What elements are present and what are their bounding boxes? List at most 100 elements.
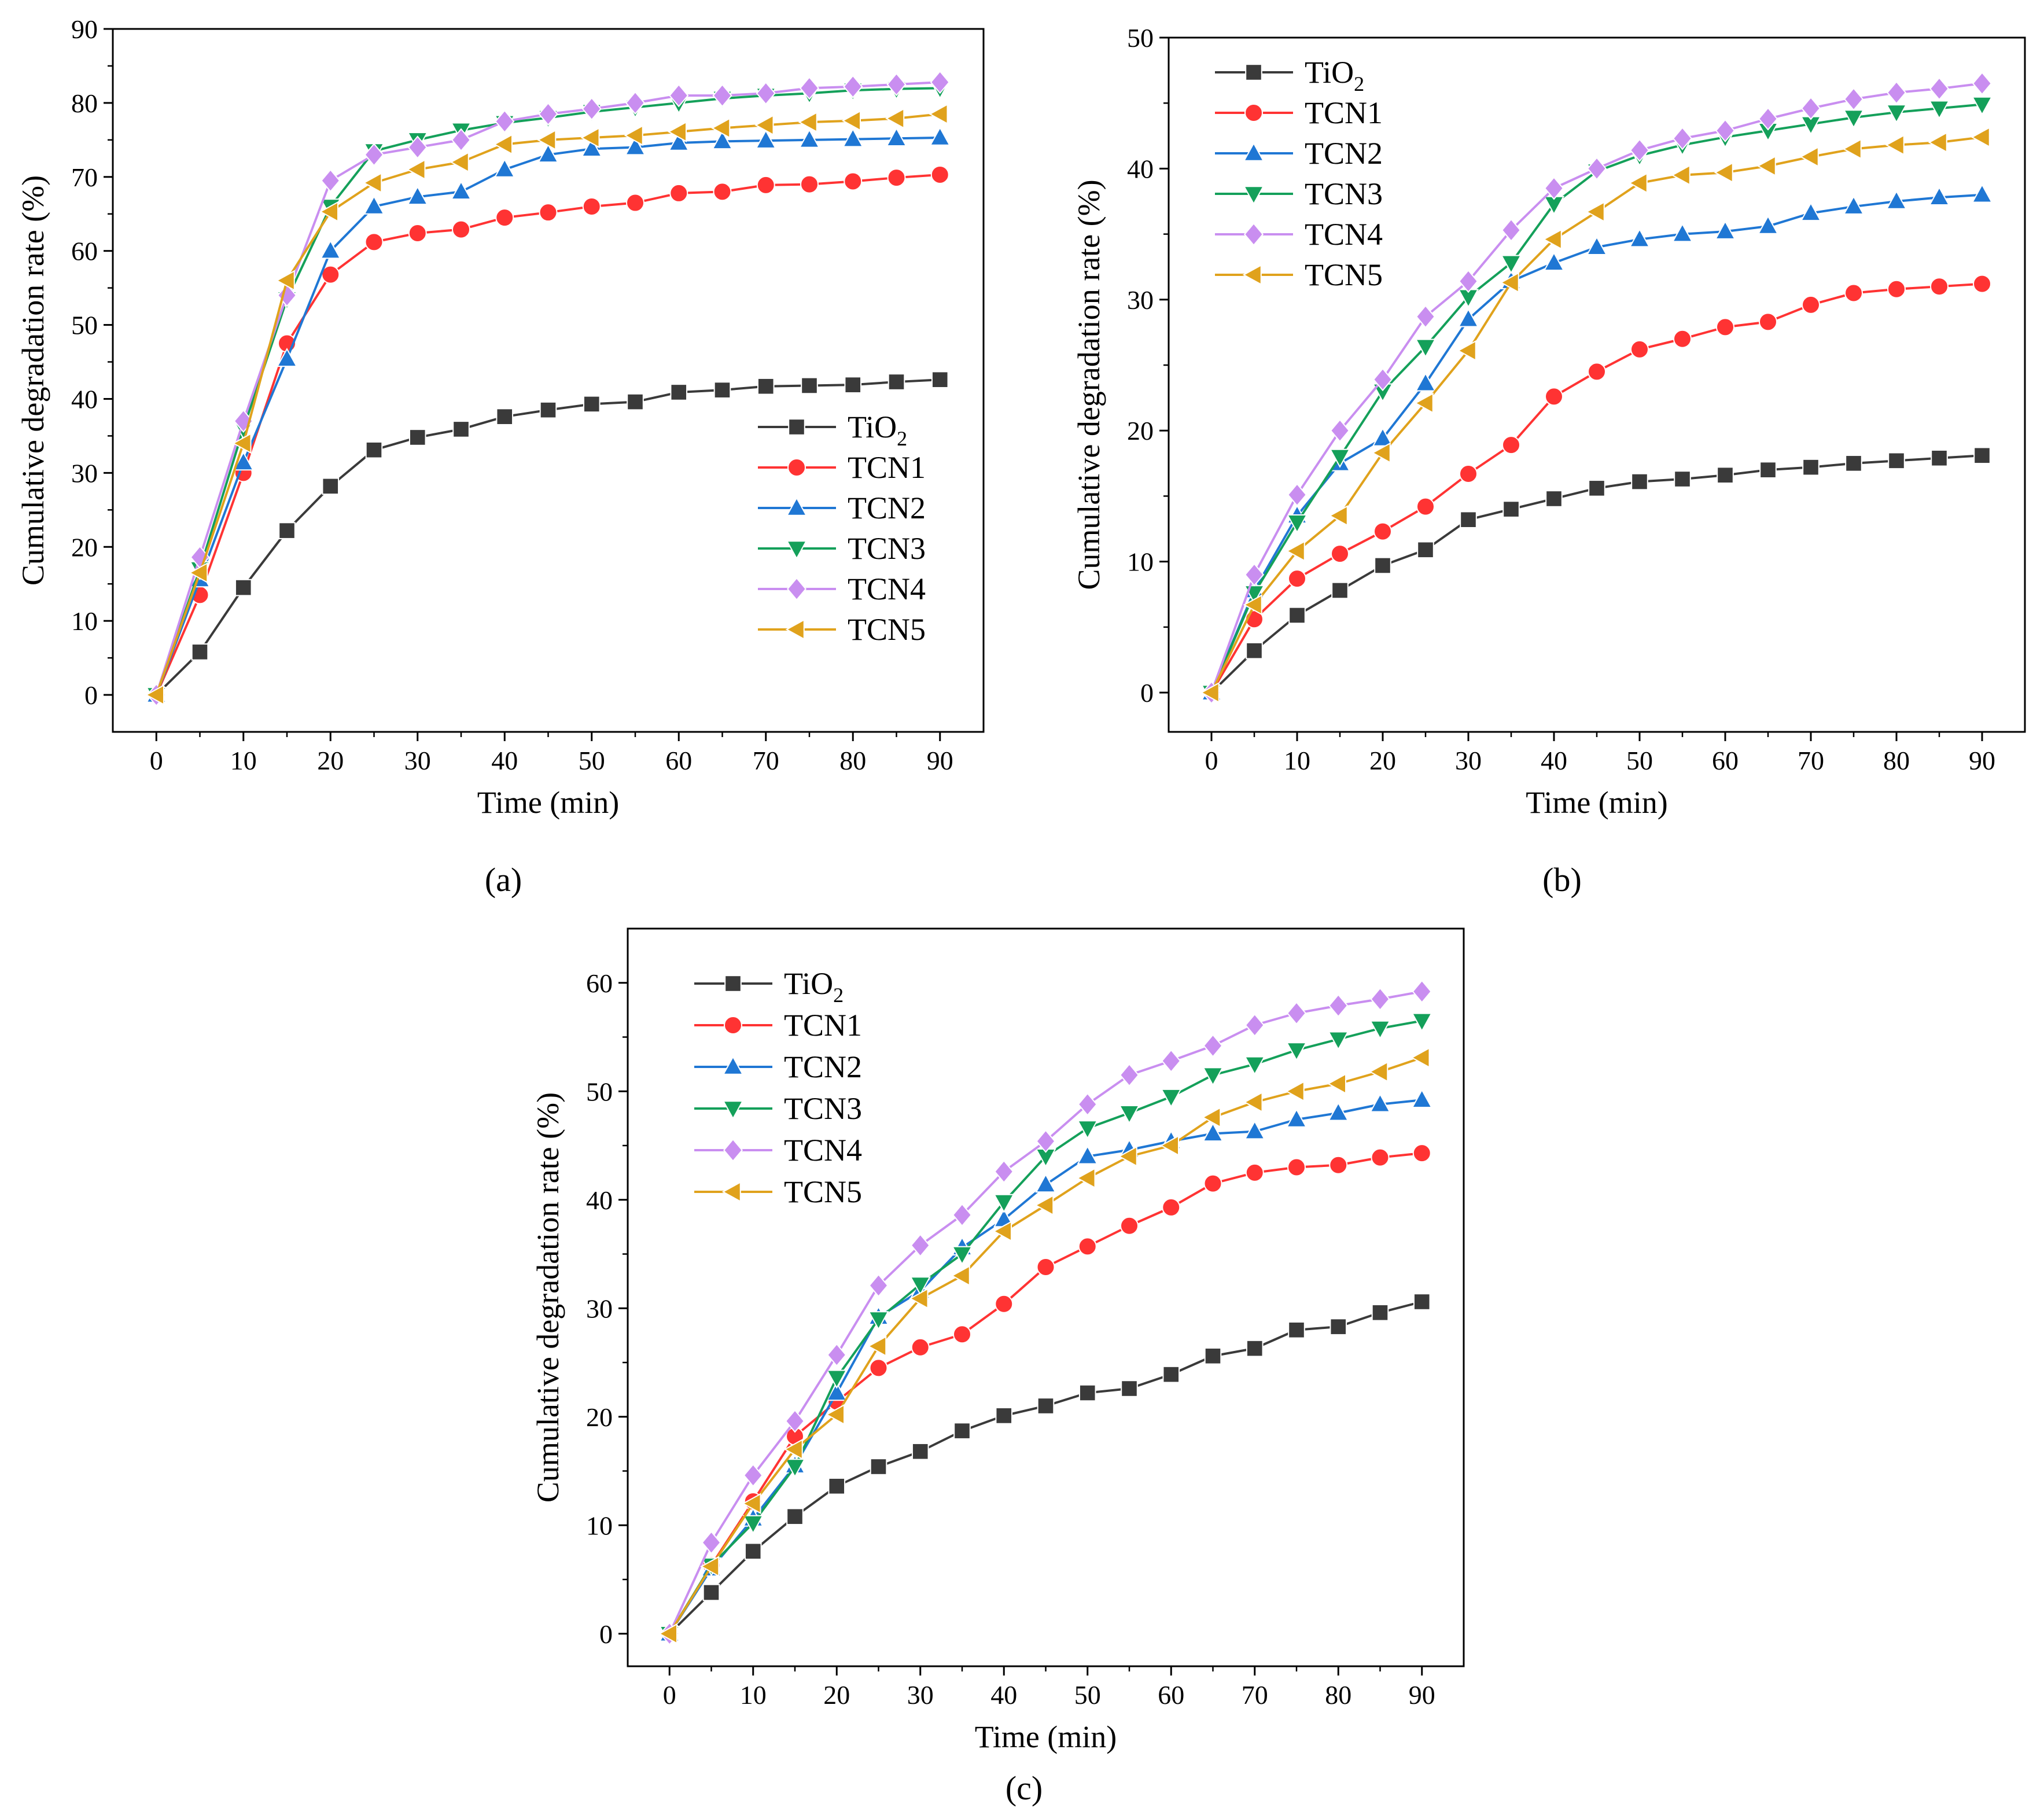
data-point (929, 126, 951, 146)
data-point (406, 159, 426, 181)
legend-label: TCN5 (1305, 257, 1383, 292)
data-point (365, 441, 383, 459)
data-point (953, 1422, 971, 1439)
data-point (537, 143, 559, 163)
data-point (757, 377, 775, 395)
data-point (1845, 455, 1862, 472)
data-point (1076, 1168, 1096, 1189)
legend-marker (788, 418, 805, 436)
data-point (1631, 473, 1648, 491)
series-tcn5 (145, 103, 948, 706)
data-point (1119, 1063, 1140, 1087)
data-point (1202, 1122, 1224, 1142)
x-tick-label: 90 (1969, 746, 1995, 775)
chart-panel-c: 0 10 20 30 40 50 60 70 80 90 0 10 20 30 40 50 60 Time (mi… (531, 927, 1465, 1754)
data-point (668, 131, 690, 151)
data-point (711, 117, 731, 139)
data-point (1413, 1293, 1431, 1310)
data-point (1328, 505, 1348, 526)
legend-marker (1243, 222, 1264, 246)
data-point (1457, 340, 1476, 362)
x-tick-label: 0 (663, 1680, 676, 1710)
x-tick-label: 80 (1325, 1680, 1351, 1710)
legend-label: TiO2 (848, 410, 907, 450)
data-point (1887, 279, 1906, 299)
series-line (668, 1019, 1423, 1634)
data-point (275, 270, 295, 292)
data-point (951, 1265, 970, 1287)
data-point (1415, 372, 1437, 392)
y-tick-label: 30 (586, 1294, 613, 1323)
data-point (669, 183, 688, 202)
legend-marker (787, 458, 806, 477)
y-tick-label: 20 (1127, 416, 1154, 445)
data-point (844, 172, 863, 191)
data-point (992, 1220, 1012, 1242)
data-point (1885, 190, 1907, 209)
data-point (1329, 1318, 1347, 1335)
data-point (670, 384, 688, 401)
series-line (155, 173, 940, 695)
data-point (658, 1623, 677, 1644)
y-axis-label: Cumulative degradation rate (%) (1071, 179, 1106, 590)
data-point (276, 348, 298, 367)
data-point (1673, 329, 1692, 348)
data-point (1373, 522, 1392, 541)
series-tcn3 (146, 80, 951, 706)
data-point (233, 451, 254, 471)
y-axis-label: Cumulative degradation rate (%) (16, 175, 50, 586)
data-point (1245, 1163, 1264, 1182)
data-point (1628, 172, 1648, 194)
data-point (868, 1311, 889, 1331)
data-point (754, 115, 774, 136)
data-point (1802, 458, 1820, 476)
data-point (1161, 1088, 1182, 1108)
data-point (993, 1194, 1015, 1213)
data-point (1802, 295, 1820, 314)
data-point (1412, 1144, 1431, 1163)
data-point (1162, 1198, 1181, 1217)
data-point (1585, 201, 1605, 223)
data-point (363, 195, 385, 215)
data-point (1671, 223, 1693, 242)
data-point (189, 562, 208, 584)
x-tick-label: 90 (1409, 1680, 1435, 1710)
data-point (801, 377, 818, 395)
data-point (1411, 1088, 1432, 1108)
data-point (1759, 461, 1777, 478)
series-tcn2 (146, 126, 951, 703)
y-tick-label: 10 (71, 606, 98, 636)
data-point (581, 137, 602, 157)
data-point (1034, 1194, 1054, 1216)
data-point (843, 75, 863, 99)
data-point (364, 233, 384, 252)
data-point (825, 1404, 845, 1426)
legend-label: TCN4 (1305, 217, 1383, 252)
data-point (1885, 134, 1905, 156)
data-point (1077, 1120, 1098, 1140)
data-point (867, 1335, 887, 1357)
series-tcn2 (659, 1088, 1432, 1642)
x-axis-label: Time (min) (1526, 785, 1668, 820)
data-point (870, 1458, 887, 1475)
x-axis-label: Time (min) (477, 785, 620, 820)
data-point (842, 128, 864, 148)
y-axis-label: Cumulative degradation rate (%) (531, 1092, 565, 1503)
data-point (785, 1409, 805, 1433)
y-tick-label: 70 (71, 163, 98, 192)
data-point (1077, 1092, 1098, 1117)
data-point (1586, 157, 1607, 181)
legend-label: TCN1 (784, 1008, 862, 1043)
x-tick-label: 50 (1626, 746, 1653, 775)
legend-label: TCN2 (784, 1050, 862, 1084)
legend-marker (1245, 64, 1262, 81)
data-point (320, 240, 341, 259)
data-point (930, 70, 950, 94)
data-point (452, 421, 470, 438)
data-point (1460, 511, 1477, 529)
data-point (1671, 164, 1691, 186)
data-point (1246, 642, 1263, 660)
data-point (580, 127, 600, 149)
data-point (1244, 1056, 1265, 1076)
